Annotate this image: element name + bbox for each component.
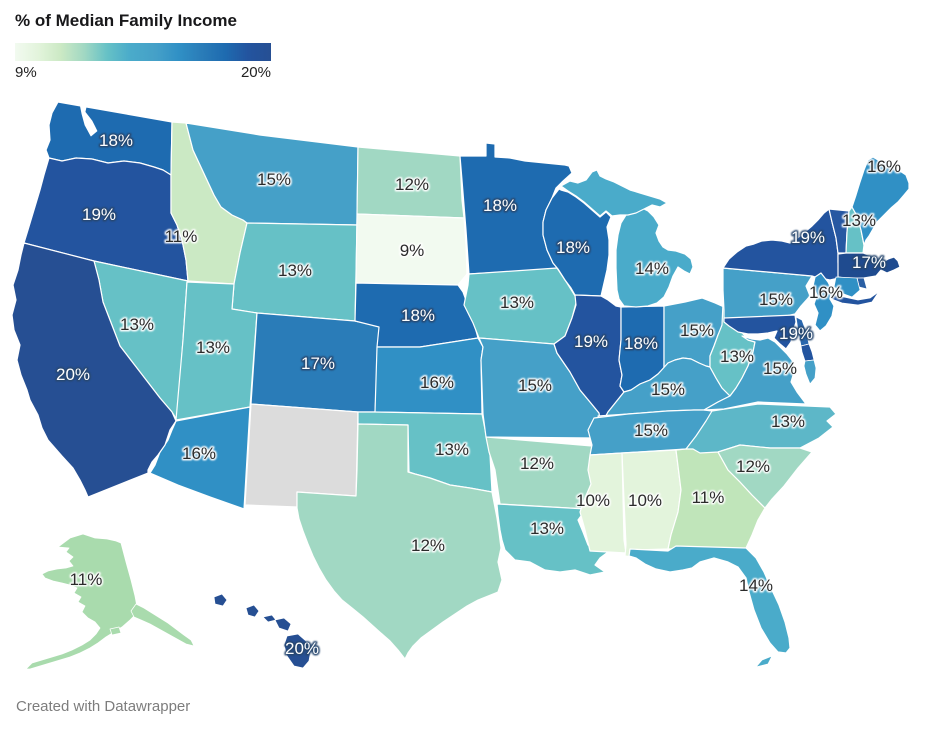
svg-text:13%: 13% [720, 347, 754, 366]
svg-text:18%: 18% [483, 196, 517, 215]
svg-text:10%: 10% [628, 491, 662, 510]
svg-text:15%: 15% [680, 321, 714, 340]
svg-text:11%: 11% [165, 227, 198, 246]
svg-text:10%: 10% [628, 491, 662, 510]
svg-text:19%: 19% [779, 324, 813, 343]
svg-text:13%: 13% [196, 338, 230, 357]
svg-text:11%: 11% [692, 488, 725, 507]
svg-text:20%: 20% [56, 365, 90, 384]
svg-text:11%: 11% [70, 570, 103, 589]
svg-text:17%: 17% [301, 354, 335, 373]
svg-text:13%: 13% [500, 293, 534, 312]
svg-text:14%: 14% [739, 576, 773, 595]
svg-text:19%: 19% [779, 324, 813, 343]
svg-text:13%: 13% [196, 338, 230, 357]
svg-text:15%: 15% [651, 380, 685, 399]
svg-text:14%: 14% [635, 259, 669, 278]
svg-text:19%: 19% [574, 332, 608, 351]
svg-text:18%: 18% [483, 196, 517, 215]
svg-text:18%: 18% [556, 238, 590, 257]
svg-text:19%: 19% [82, 205, 116, 224]
svg-text:18%: 18% [401, 306, 435, 325]
svg-text:12%: 12% [736, 457, 770, 476]
svg-text:16%: 16% [809, 283, 843, 302]
svg-text:18%: 18% [99, 131, 133, 150]
svg-text:17%: 17% [301, 354, 335, 373]
svg-text:10%: 10% [576, 491, 610, 510]
svg-text:16%: 16% [182, 444, 216, 463]
svg-text:13%: 13% [278, 261, 312, 280]
svg-text:15%: 15% [518, 376, 552, 395]
svg-text:19%: 19% [791, 228, 825, 247]
svg-text:18%: 18% [401, 306, 435, 325]
svg-text:16%: 16% [867, 157, 901, 176]
svg-text:13%: 13% [120, 315, 154, 334]
svg-text:16%: 16% [420, 373, 454, 392]
svg-text:20%: 20% [285, 639, 319, 658]
svg-text:16%: 16% [809, 283, 843, 302]
svg-text:19%: 19% [574, 332, 608, 351]
svg-text:13%: 13% [771, 412, 805, 431]
svg-text:16%: 16% [867, 157, 901, 176]
svg-text:15%: 15% [257, 170, 291, 189]
svg-text:19%: 19% [791, 228, 825, 247]
svg-text:15%: 15% [651, 380, 685, 399]
svg-text:10%: 10% [576, 491, 610, 510]
svg-text:15%: 15% [680, 321, 714, 340]
svg-text:13%: 13% [500, 293, 534, 312]
svg-text:13%: 13% [771, 412, 805, 431]
svg-text:18%: 18% [624, 334, 658, 353]
svg-text:18%: 18% [99, 131, 133, 150]
svg-text:12%: 12% [520, 454, 554, 473]
svg-text:9%: 9% [400, 241, 425, 260]
svg-text:17%: 17% [852, 253, 886, 272]
svg-text:12%: 12% [395, 175, 429, 194]
svg-text:11%: 11% [70, 570, 103, 589]
svg-text:12%: 12% [411, 536, 445, 555]
svg-text:16%: 16% [182, 444, 216, 463]
svg-text:11%: 11% [692, 488, 725, 507]
svg-text:13%: 13% [530, 519, 564, 538]
svg-text:18%: 18% [556, 238, 590, 257]
svg-text:14%: 14% [739, 576, 773, 595]
svg-text:12%: 12% [411, 536, 445, 555]
svg-text:13%: 13% [530, 519, 564, 538]
svg-text:11%: 11% [165, 227, 198, 246]
svg-text:13%: 13% [435, 440, 469, 459]
svg-text:13%: 13% [720, 347, 754, 366]
svg-text:13%: 13% [842, 211, 876, 230]
svg-text:15%: 15% [634, 421, 668, 440]
svg-text:15%: 15% [763, 359, 797, 378]
svg-text:19%: 19% [82, 205, 116, 224]
svg-text:15%: 15% [759, 290, 793, 309]
svg-text:13%: 13% [278, 261, 312, 280]
svg-text:17%: 17% [852, 253, 886, 272]
svg-text:12%: 12% [736, 457, 770, 476]
svg-text:9%: 9% [400, 241, 425, 260]
svg-text:20%: 20% [56, 365, 90, 384]
svg-text:13%: 13% [435, 440, 469, 459]
svg-text:13%: 13% [842, 211, 876, 230]
svg-text:15%: 15% [634, 421, 668, 440]
svg-text:12%: 12% [395, 175, 429, 194]
svg-text:18%: 18% [624, 334, 658, 353]
svg-text:16%: 16% [420, 373, 454, 392]
svg-text:12%: 12% [520, 454, 554, 473]
svg-text:15%: 15% [763, 359, 797, 378]
svg-text:13%: 13% [120, 315, 154, 334]
svg-text:15%: 15% [257, 170, 291, 189]
svg-text:20%: 20% [285, 639, 319, 658]
svg-text:15%: 15% [518, 376, 552, 395]
svg-text:14%: 14% [635, 259, 669, 278]
svg-text:15%: 15% [759, 290, 793, 309]
